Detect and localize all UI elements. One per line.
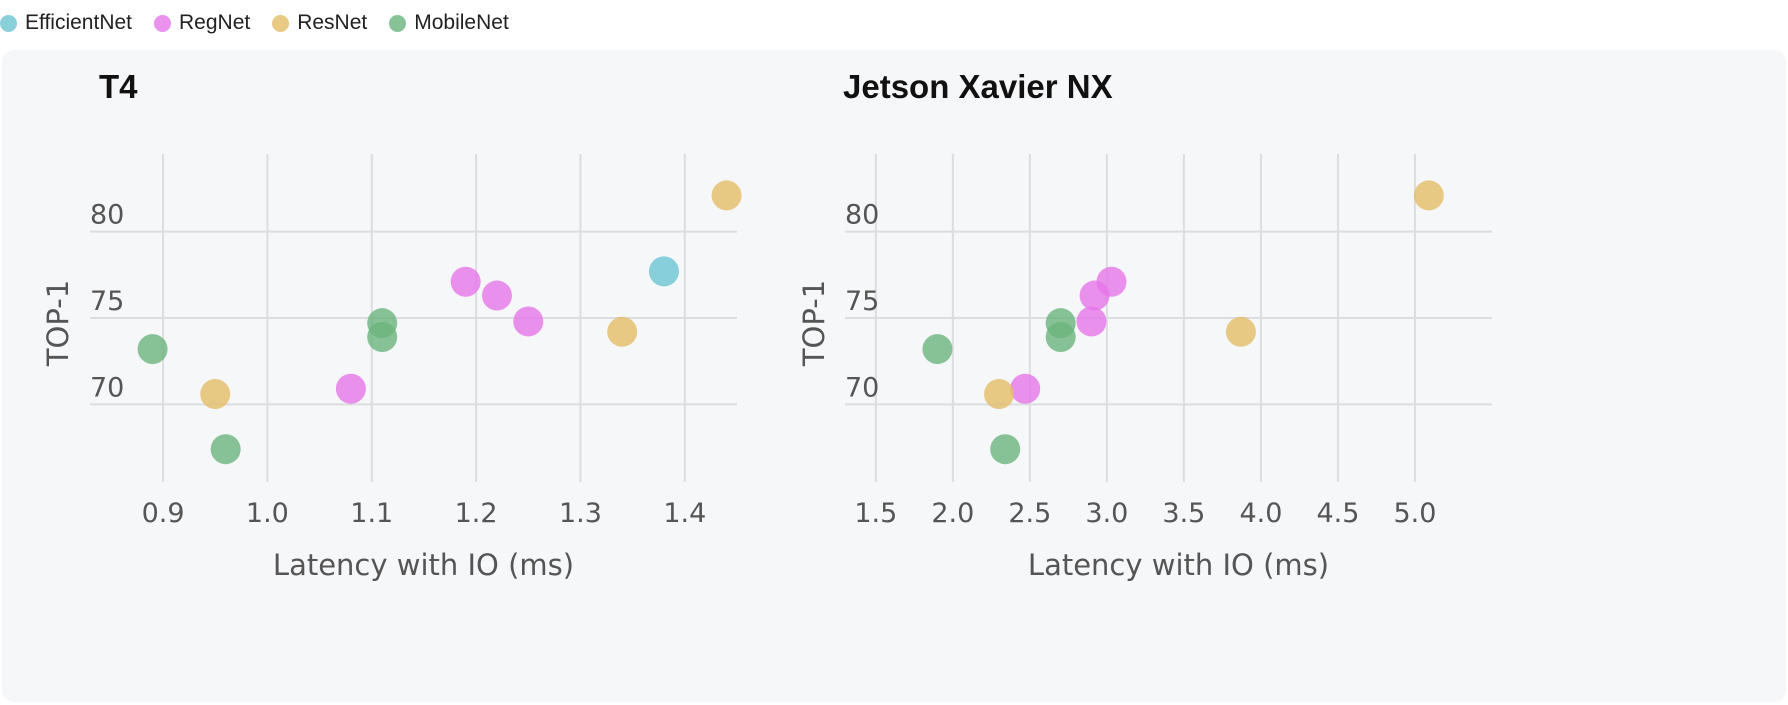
x-axis-label: Latency with IO (ms) <box>273 548 574 582</box>
point-resnet <box>200 378 231 409</box>
chart-1: T4 0.9 1.0 1.1 1.2 1.3 1.4 70 75 80 Latency with I… <box>41 68 742 582</box>
legend: EfficientNet RegNet ResNet MobileNet <box>0 8 531 38</box>
x-tick-label: 1.3 <box>559 498 602 529</box>
legend-swatch <box>0 14 17 32</box>
x-tick-label: 1.1 <box>350 498 393 529</box>
y-axis-label: TOP-1 <box>41 280 75 367</box>
point-mobilenet <box>990 434 1021 465</box>
point-regnet <box>481 280 512 311</box>
chart-2: Jetson Xavier NX 1.5 2.0 2.5 3.0 3.5 4.0 4.5 5.0… <box>797 68 1492 582</box>
x-tick-label: 2.5 <box>1008 498 1051 529</box>
x-tick-label: 1.0 <box>246 498 289 529</box>
legend-item-regnet: RegNet <box>154 11 250 35</box>
x-tick-label: 1.5 <box>854 498 897 529</box>
point-resnet <box>1225 316 1256 347</box>
point-mobilenet <box>922 334 953 365</box>
x-tick-label: 4.0 <box>1239 498 1282 529</box>
x-tick-label: 1.2 <box>455 498 498 529</box>
point-regnet <box>513 306 544 337</box>
y-tick-label: 80 <box>90 200 124 231</box>
x-tick-label: 3.0 <box>1085 498 1128 529</box>
y-tick-label: 75 <box>845 286 879 317</box>
charts-svg: T4 0.9 1.0 1.1 1.2 1.3 1.4 70 75 80 Latency with I… <box>41 68 1492 582</box>
y-tick-label: 70 <box>845 372 879 403</box>
point-regnet <box>335 373 366 404</box>
legend-swatch <box>272 14 290 32</box>
point-regnet <box>1010 373 1041 404</box>
point-resnet <box>607 316 638 347</box>
point-resnet <box>711 180 742 211</box>
charts-panel: T4 0.9 1.0 1.1 1.2 1.3 1.4 70 75 80 Latency with I… <box>2 50 1786 702</box>
point-mobilenet <box>367 321 398 352</box>
legend-label: EfficientNet <box>25 11 132 34</box>
point-regnet <box>1096 266 1127 297</box>
point-efficientnet <box>648 256 679 287</box>
legend-label: ResNet <box>297 11 368 34</box>
x-tick-label: 0.9 <box>142 498 185 529</box>
x-tick-label: 5.0 <box>1393 498 1436 529</box>
x-tick-label: 3.5 <box>1162 498 1205 529</box>
x-tick-label: 1.4 <box>663 498 706 529</box>
legend-item-efficientnet: EfficientNet <box>0 11 132 35</box>
legend-label: RegNet <box>179 11 251 34</box>
x-tick-label: 2.0 <box>931 498 974 529</box>
y-tick-label: 80 <box>845 200 879 231</box>
legend-item-mobilenet: MobileNet <box>389 11 509 35</box>
y-tick-label: 70 <box>90 372 124 403</box>
point-regnet <box>1076 306 1107 337</box>
point-mobilenet <box>210 434 241 465</box>
legend-swatch <box>154 14 171 32</box>
point-mobilenet <box>1045 321 1076 352</box>
y-tick-label: 75 <box>90 286 124 317</box>
legend-item-resnet: ResNet <box>272 11 367 35</box>
x-tick-label: 4.5 <box>1316 498 1359 529</box>
legend-swatch <box>389 14 407 32</box>
point-mobilenet <box>137 334 168 365</box>
y-axis-label: TOP-1 <box>797 280 831 367</box>
legend-label: MobileNet <box>414 11 509 34</box>
chart-title: T4 <box>99 68 138 105</box>
point-regnet <box>450 266 481 297</box>
chart-title: Jetson Xavier NX <box>843 68 1113 105</box>
point-resnet <box>1413 180 1444 211</box>
x-axis-label: Latency with IO (ms) <box>1028 548 1329 582</box>
point-resnet <box>984 378 1015 409</box>
